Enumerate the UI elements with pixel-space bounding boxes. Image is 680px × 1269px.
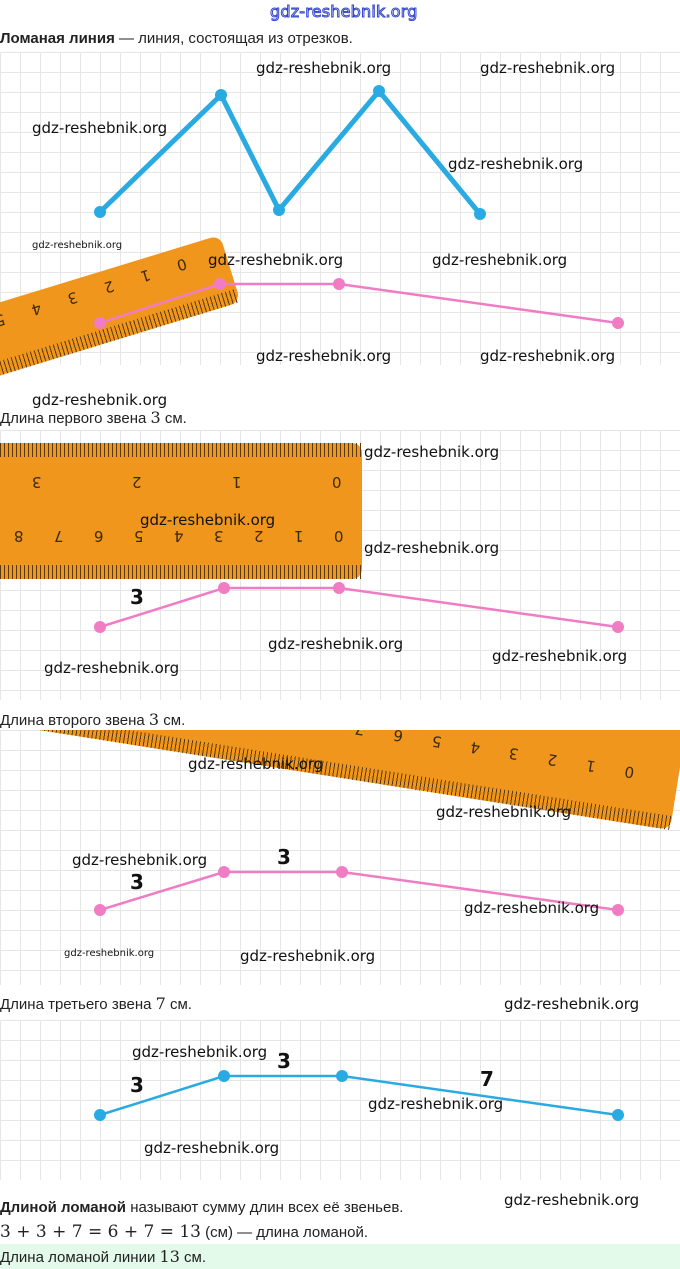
step2-prefix: Длина второго звена (0, 712, 149, 729)
segment-label-3: 7 (480, 1067, 494, 1091)
intro-rest: — линия, состоящая из отрезков. (114, 30, 353, 47)
watermark: gdz-reshebnik.org (368, 1095, 504, 1113)
watermark: gdz-reshebnik.org (364, 539, 500, 557)
watermark: gdz-reshebnik.org (504, 995, 640, 1013)
step2-unit: см. (159, 712, 186, 729)
step1-text: Длина первого звена 3 см. (0, 408, 187, 427)
polyline-blue-final (99, 1074, 619, 1117)
segment-label-1: 3 (130, 1073, 144, 1097)
step1-prefix: Длина первого звена (0, 410, 151, 427)
intro-text: Ломаная линия — линия, состоящая из отре… (0, 30, 353, 47)
watermark: gdz-reshebnik.org (44, 659, 180, 677)
watermark: gdz-reshebnik.org (492, 647, 628, 665)
formula-rest: (см) — длина ломаной. (200, 1224, 369, 1241)
watermark: gdz-reshebnik.org (32, 391, 168, 409)
watermark: gdz-reshebnik.org (364, 443, 500, 461)
segment-label-2: 3 (277, 845, 291, 869)
definition-text: Длиной ломаной называют сумму длин всех … (0, 1199, 403, 1216)
definition-term: Длиной ломаной (0, 1199, 127, 1216)
watermark: gdz-reshebnik.org (256, 59, 392, 77)
step2-text: Длина второго звена 3 см. (0, 710, 185, 729)
step3-text: Длина третьего звена 7 см. (0, 994, 192, 1013)
polyline-pink-2 (99, 586, 619, 629)
watermark: gdz-reshebnik.org (480, 59, 616, 77)
watermark: gdz-reshebnik.org (140, 511, 276, 529)
answer-prefix: Длина ломаной линии (0, 1249, 160, 1266)
segment-label-2: 3 (277, 1049, 291, 1073)
watermark: gdz-reshebnik.org (144, 1139, 280, 1157)
watermark: gdz-reshebnik.org (240, 947, 376, 965)
watermark: gdz-reshebnik.org (72, 851, 208, 869)
watermark: gdz-reshebnik.org (32, 119, 168, 137)
formula-expression: 3 + 3 + 7 = 6 + 7 = 13 (0, 1222, 201, 1242)
definition-rest: называют сумму длин всех её звеньев. (126, 1199, 404, 1216)
watermark: gdz-reshebnik.org (268, 635, 404, 653)
step1-value: 3 (150, 408, 161, 427)
polyline-blue-example-vertices (94, 85, 486, 220)
segment-label-1: 3 (130, 585, 144, 609)
watermark-header: gdz-reshebnik.org (270, 2, 418, 22)
watermark: gdz-reshebnik.org (436, 803, 572, 821)
step3-prefix: Длина третьего звена (0, 996, 156, 1013)
answer-text: Длина ломаной линии 13 см. (0, 1247, 206, 1266)
formula-text: 3 + 3 + 7 = 6 + 7 = 13 (см) — длина лома… (0, 1222, 368, 1242)
polyline-pink-1 (99, 282, 619, 325)
step3-unit: см. (165, 996, 192, 1013)
watermark: gdz-reshebnik.org (188, 755, 324, 773)
answer-box (0, 1244, 680, 1269)
polyline-blue-example (98, 87, 482, 216)
segment-label-1: 3 (130, 870, 144, 894)
step1-unit: см. (160, 410, 187, 427)
watermark: gdz-reshebnik.org (208, 251, 344, 269)
intro-term: Ломаная линия (0, 30, 115, 47)
polyline-pink-3 (99, 870, 619, 912)
step3-value: 7 (155, 994, 166, 1013)
watermark: gdz-reshebnik.org (504, 1191, 640, 1209)
watermark: gdz-reshebnik.org (464, 899, 600, 917)
watermark: gdz-reshebnik.org (480, 347, 616, 365)
watermark: gdz-reshebnik.org (64, 948, 155, 959)
watermark: gdz-reshebnik.org (132, 1043, 268, 1061)
step2-value: 3 (148, 710, 160, 729)
watermark: gdz-reshebnik.org (448, 155, 584, 173)
answer-value: 13 (159, 1247, 180, 1266)
watermark: gdz-reshebnik.org (32, 240, 123, 251)
watermark: gdz-reshebnik.org (256, 347, 392, 365)
answer-unit: см. (179, 1249, 207, 1266)
grid-panel-4 (0, 1020, 680, 1180)
watermark: gdz-reshebnik.org (432, 251, 568, 269)
